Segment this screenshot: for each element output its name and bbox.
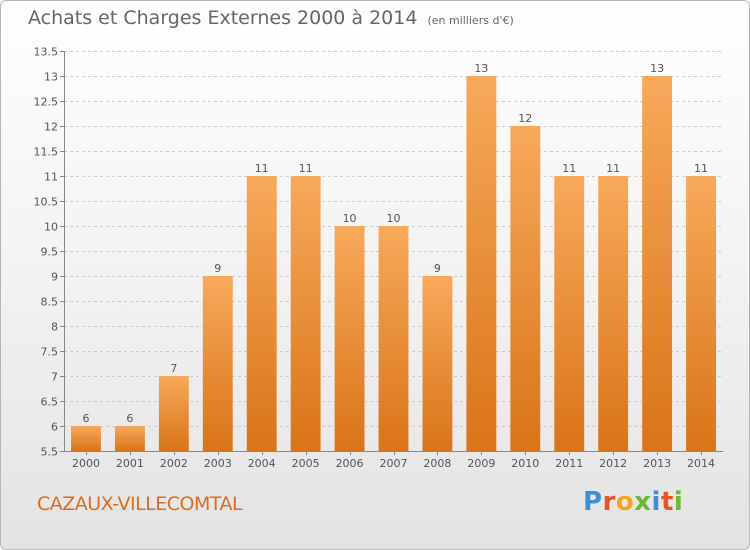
x-tick-label: 2001: [116, 457, 144, 470]
bar: [334, 226, 365, 451]
bar: [642, 76, 673, 451]
logo-letter: x: [634, 487, 652, 517]
y-tick-label: 5.5: [41, 446, 59, 459]
bar: [510, 126, 541, 451]
bar-value-label: 11: [299, 162, 313, 175]
y-tick-label: 9: [51, 271, 58, 284]
bar-value-label: 13: [474, 62, 488, 75]
bar-value-label: 10: [387, 212, 401, 225]
commune-name: CAZAUX-VILLECOMTAL: [37, 493, 243, 515]
chart-title-text: Achats et Charges Externes 2000 à 2014: [28, 7, 418, 29]
bar: [598, 176, 629, 451]
bar: [290, 176, 321, 451]
proxiti-logo[interactable]: Proxiti: [583, 487, 683, 517]
bar: [71, 426, 101, 451]
y-tick-label: 11.5: [34, 146, 59, 159]
x-tick-label: 2012: [599, 457, 627, 470]
bar: [554, 176, 585, 451]
y-tick-label: 6.5: [41, 396, 59, 409]
y-tick-label: 9.5: [41, 246, 59, 259]
y-tick-label: 7: [51, 371, 58, 384]
bar-value-label: 12: [518, 112, 532, 125]
bar-value-label: 9: [214, 262, 221, 275]
bar-value-label: 9: [434, 262, 441, 275]
bar: [202, 276, 233, 451]
bar: [114, 426, 145, 451]
logo-letter: i: [673, 487, 684, 517]
y-tick-label: 10: [44, 221, 58, 234]
x-tick-label: 2010: [511, 457, 539, 470]
x-tick-label: 2008: [423, 457, 451, 470]
bar-value-label: 10: [343, 212, 357, 225]
axes: 5.5 6 6.5 7 7.5 8 8.5 9 9.5 10 10.5 11 11.5 12 12.5 13 1…: [34, 46, 723, 470]
x-tick-label: 2014: [687, 457, 715, 470]
bar: [466, 76, 497, 451]
logo-letter: P: [583, 487, 603, 517]
bar: [246, 176, 277, 451]
x-tick-label: 2000: [72, 457, 100, 470]
y-tick-label: 10.5: [34, 196, 59, 209]
bar-value-label: 7: [170, 362, 177, 375]
bar: [422, 276, 453, 451]
y-tick-label: 12: [44, 121, 58, 134]
x-tick-label: 2013: [643, 457, 671, 470]
y-tick-label: 8: [51, 321, 58, 334]
bar: [686, 176, 716, 451]
bar-value-label: 6: [82, 412, 89, 425]
x-tick-label: 2003: [204, 457, 232, 470]
bar: [378, 226, 409, 451]
y-tick-label: 7.5: [41, 346, 59, 359]
y-tick-label: 13: [44, 71, 58, 84]
bars: 6 6 7 9 11 11 10 10 9 13 12 11 11 13 11: [71, 62, 716, 451]
x-tick-label: 2007: [380, 457, 408, 470]
x-tick-label: 2004: [248, 457, 276, 470]
x-tick-label: 2002: [160, 457, 188, 470]
y-tick-label: 11: [44, 171, 58, 184]
bar-value-label: 11: [694, 162, 708, 175]
x-tick-label: 2011: [555, 457, 583, 470]
bar-value-label: 11: [255, 162, 269, 175]
y-tick-label: 8.5: [41, 296, 59, 309]
logo-letter: i: [651, 487, 661, 517]
y-tick-label: 6: [51, 421, 58, 434]
bar-value-label: 11: [606, 162, 620, 175]
y-tick-label: 13.5: [34, 46, 59, 59]
chart-unit-note: (en milliers d'€): [427, 14, 514, 27]
bar: [158, 376, 189, 451]
y-tick-label: 12.5: [34, 96, 59, 109]
bar-value-label: 11: [562, 162, 576, 175]
logo-letter: o: [615, 487, 635, 517]
logo-letter: t: [660, 487, 674, 517]
x-tick-label: 2006: [336, 457, 364, 470]
bar-value-label: 13: [650, 62, 664, 75]
chart-title: Achats et Charges Externes 2000 à 2014 (e…: [28, 7, 514, 29]
logo-letter: r: [602, 487, 616, 517]
x-tick-label: 2009: [467, 457, 495, 470]
bar-value-label: 6: [126, 412, 133, 425]
x-tick-label: 2005: [292, 457, 320, 470]
